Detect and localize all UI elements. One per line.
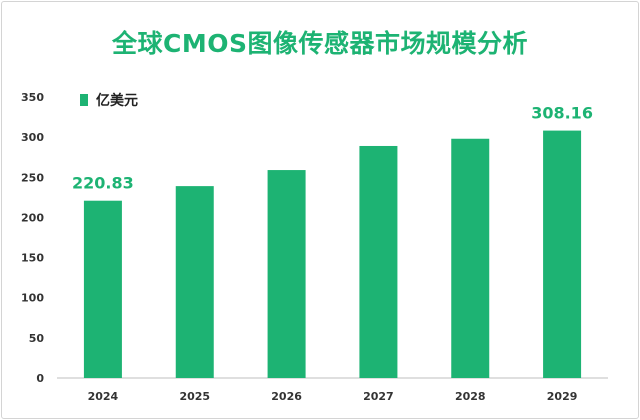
y-tick-label: 0 [36, 372, 44, 385]
data-label: 308.16 [531, 104, 593, 123]
y-tick-label: 250 [21, 171, 44, 184]
y-tick-label: 200 [21, 211, 44, 224]
chart-title: 全球CMOS图像传感器市场规模分析 [112, 29, 528, 58]
y-tick-label: 350 [21, 91, 44, 104]
bar-2026 [267, 170, 306, 378]
bar-2029 [543, 130, 582, 378]
x-tick-label: 2027 [363, 390, 394, 403]
y-tick-label: 300 [21, 131, 44, 144]
legend-label: 亿美元 [96, 93, 138, 109]
bar-2028 [451, 138, 490, 378]
chart-legend: 亿美元 [80, 90, 138, 110]
data-label: 220.83 [72, 174, 134, 193]
x-tick-label: 2025 [179, 390, 210, 403]
legend-swatch [80, 94, 88, 106]
y-tick-label: 50 [29, 332, 45, 345]
bar-2025 [175, 186, 214, 378]
y-tick-label: 100 [21, 292, 44, 305]
x-tick-label: 2026 [271, 390, 302, 403]
x-tick-label: 2029 [547, 390, 578, 403]
bar-2024 [83, 200, 122, 378]
bar-2027 [359, 145, 398, 378]
y-tick-label: 150 [21, 252, 44, 265]
x-tick-label: 2028 [455, 390, 486, 403]
x-tick-label: 2024 [88, 390, 119, 403]
